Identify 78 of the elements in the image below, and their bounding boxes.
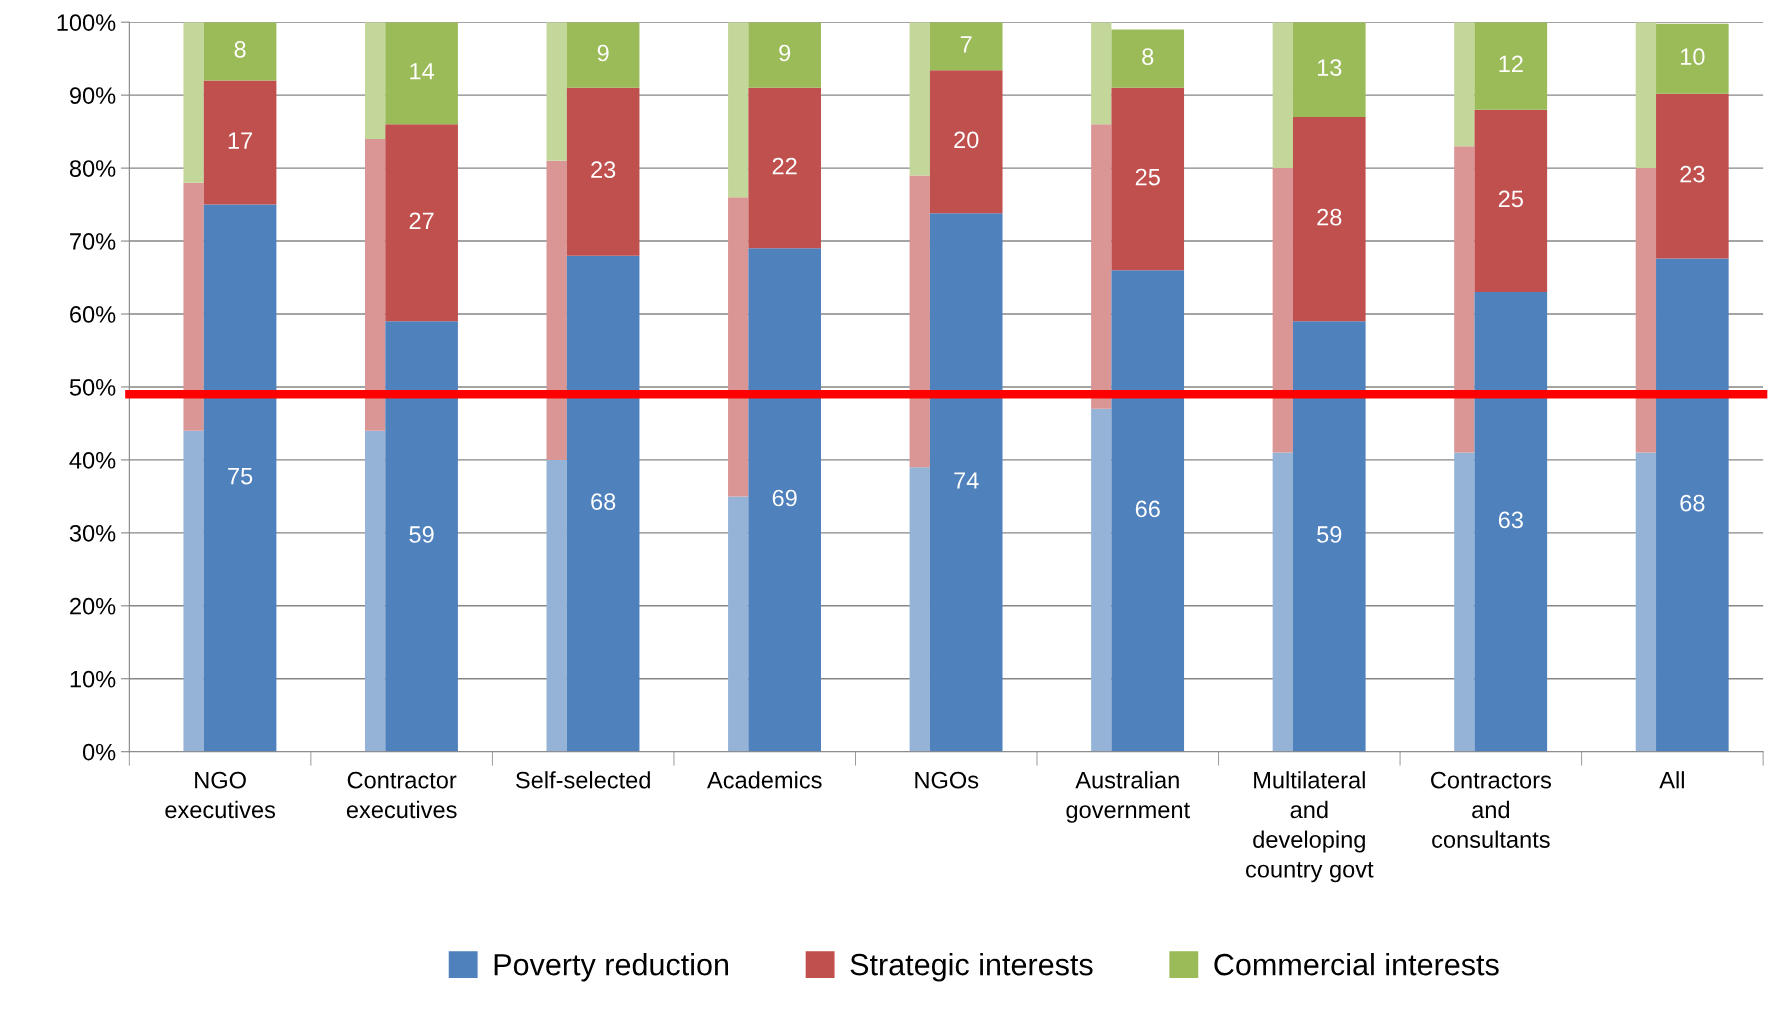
data-label: 59 [1317,526,1342,543]
data-label: 68 [591,493,616,511]
x-tick-label: Self-selected [516,771,650,789]
bar [1091,22,1112,125]
y-tick-label: 50% [69,379,116,396]
bar [1635,452,1657,752]
data-label: 66 [1135,500,1160,518]
data-label: 13 [1317,59,1342,76]
bar [728,22,749,198]
bar [183,22,204,183]
bar [364,138,386,431]
data-label: 74 [954,472,979,489]
y-tick-label: 70% [70,233,116,250]
y-tick-label: 40% [69,451,116,469]
data-label: 9 [597,44,609,62]
data-label: 12 [1499,55,1523,73]
x-tick-label: Contractors and consultants [1431,771,1552,848]
y-tick-label: 80% [69,160,116,177]
bar [1454,146,1475,453]
data-label: 14 [410,63,435,80]
x-tick-label: Australian government [1066,771,1190,823]
bar [909,175,930,468]
bar [728,197,749,497]
bar [183,182,204,431]
bar [183,430,204,752]
data-label: 25 [1498,190,1523,208]
y-tick-label: 0% [82,743,116,761]
data-label: 25 [1135,168,1160,186]
bar [1272,22,1293,169]
bar [1272,168,1293,453]
bar [1091,124,1112,409]
bar [546,22,567,161]
bar [909,22,930,176]
bar [1635,22,1657,169]
data-label: 9 [779,44,791,62]
data-label: 68 [1680,494,1705,512]
legend-label: Strategic interests [850,953,1093,982]
x-tick-label: All [1659,771,1684,789]
x-tick-label: Academics [707,771,822,789]
y-tick-label: 90% [70,87,116,104]
y-tick-label: 10% [70,670,116,688]
bar [1454,452,1475,752]
y-tick-label: 60% [70,306,116,323]
data-label: 7 [960,36,972,53]
bar [546,459,567,752]
y-tick-label: 20% [70,597,116,615]
data-label: 17 [228,132,253,149]
data-label: 27 [409,212,434,229]
x-tick-label: Multilateral and developing country govt [1246,771,1374,883]
bar [1454,22,1475,147]
bar [1272,452,1293,752]
y-tick-label: 100% [57,14,116,31]
data-label: 23 [591,161,616,179]
data-label: 23 [1680,165,1705,183]
data-label: 63 [1498,511,1523,529]
bar [546,160,567,460]
bar [728,496,749,752]
data-label: 22 [772,157,797,175]
data-label: 8 [234,41,246,58]
y-tick-label: 30% [69,524,116,542]
x-tick-label: Contractor executives [346,771,457,819]
data-label: 59 [409,526,434,543]
legend-label: Poverty reduction [494,953,728,982]
data-label: 28 [1317,208,1342,226]
legend-label: Commercial interests [1214,953,1499,976]
data-label: 69 [772,489,797,507]
x-tick-label: NGO executives [165,771,276,819]
data-label: 8 [1142,48,1154,66]
data-label: 75 [228,468,253,485]
bar [1635,168,1657,453]
bar [929,22,1003,71]
bar [364,22,386,139]
data-label: 20 [954,131,979,149]
bar [364,430,386,752]
bar [909,467,930,752]
x-tick-label: NGOs [915,771,979,789]
bar [1091,408,1112,752]
data-label: 10 [1681,48,1705,66]
